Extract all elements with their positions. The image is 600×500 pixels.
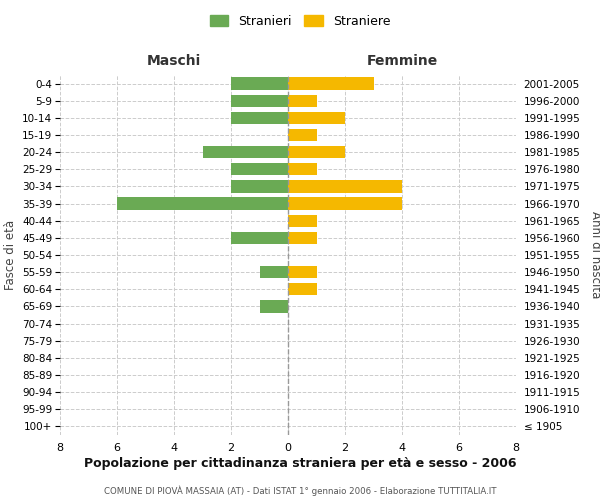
Bar bbox=[260, 300, 288, 312]
Text: COMUNE DI PIOVÀ MASSAIA (AT) - Dati ISTAT 1° gennaio 2006 - Elaborazione TUTTITA: COMUNE DI PIOVÀ MASSAIA (AT) - Dati ISTA… bbox=[104, 485, 496, 496]
Bar bbox=[231, 94, 288, 107]
Bar bbox=[288, 214, 317, 227]
Bar bbox=[288, 129, 317, 141]
Text: Femmine: Femmine bbox=[367, 54, 437, 68]
Bar bbox=[288, 198, 402, 209]
Text: Popolazione per cittadinanza straniera per età e sesso - 2006: Popolazione per cittadinanza straniera p… bbox=[84, 458, 516, 470]
Bar bbox=[260, 266, 288, 278]
Bar bbox=[288, 78, 373, 90]
Text: Maschi: Maschi bbox=[147, 54, 201, 68]
Bar bbox=[231, 163, 288, 175]
Bar bbox=[288, 232, 317, 244]
Bar bbox=[288, 163, 317, 175]
Legend: Stranieri, Straniere: Stranieri, Straniere bbox=[206, 11, 394, 32]
Bar bbox=[288, 283, 317, 296]
Bar bbox=[231, 112, 288, 124]
Bar bbox=[288, 94, 317, 107]
Bar bbox=[288, 146, 345, 158]
Bar bbox=[203, 146, 288, 158]
Y-axis label: Fasce di età: Fasce di età bbox=[4, 220, 17, 290]
Bar bbox=[231, 78, 288, 90]
Bar bbox=[231, 180, 288, 192]
Bar bbox=[288, 180, 402, 192]
Bar bbox=[288, 112, 345, 124]
Y-axis label: Anni di nascita: Anni di nascita bbox=[589, 212, 600, 298]
Bar bbox=[117, 198, 288, 209]
Bar bbox=[288, 266, 317, 278]
Bar bbox=[231, 232, 288, 244]
